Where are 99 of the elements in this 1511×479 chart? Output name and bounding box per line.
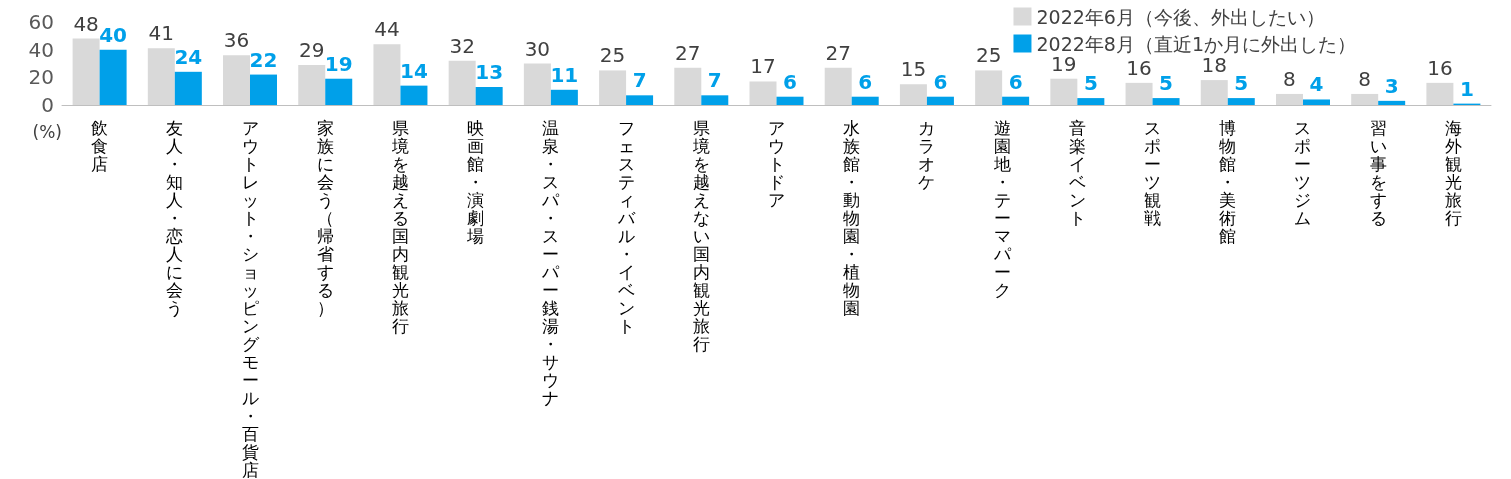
x-tick-label: 習い事をする [1369, 118, 1387, 228]
x-tick-label: 飲食店 [91, 118, 109, 174]
data-label: 1 [1459, 76, 1474, 101]
bar [674, 67, 702, 105]
data-label: 16 [1126, 55, 1152, 80]
bar [975, 70, 1003, 105]
data-label: 7 [707, 68, 722, 93]
data-label: 18 [1201, 53, 1227, 78]
data-label: 40 [99, 22, 128, 47]
data-label: 6 [1008, 69, 1023, 94]
bar [99, 49, 127, 105]
data-label: 3 [1384, 73, 1399, 98]
bar [373, 44, 401, 105]
category-label: 遊園地・テーマパーク [993, 118, 1011, 300]
bar [1200, 80, 1228, 105]
data-label: 6 [858, 69, 873, 94]
bar [298, 64, 326, 105]
x-tick-label: 映画館・演劇場 [466, 118, 485, 246]
data-label: 5 [1234, 71, 1249, 96]
y-tick-label: 40 [28, 37, 54, 62]
bar [626, 95, 654, 105]
category-label: 県境を越える国内観光旅行 [391, 118, 409, 336]
bar [1002, 96, 1030, 105]
data-label: 8 [1283, 66, 1296, 91]
bar [599, 70, 627, 105]
bar [72, 38, 100, 105]
legend-label: 2022年6月（今後、外出したい） [1036, 5, 1325, 28]
data-label: 25 [599, 43, 626, 68]
data-label: 25 [975, 43, 1002, 68]
x-tick-label: アウトドア [768, 118, 785, 210]
bar [1152, 98, 1180, 105]
data-label: 16 [1427, 55, 1453, 80]
data-label: 5 [1159, 71, 1174, 96]
data-label: 17 [750, 54, 776, 79]
y-tick-label: 0 [41, 93, 54, 117]
x-tick-label: 音楽イベント [1068, 118, 1086, 228]
bar [448, 60, 476, 105]
bar [1378, 100, 1406, 105]
data-label: 6 [933, 69, 948, 94]
data-label: 36 [223, 28, 250, 53]
bar [1351, 93, 1379, 105]
bar [400, 85, 428, 105]
data-label: 24 [174, 44, 203, 69]
data-label: 7 [632, 68, 647, 93]
bar [1077, 98, 1105, 105]
x-tick-label: 博物館・美術館 [1219, 118, 1237, 246]
x-tick-label: 海外観光旅行 [1444, 118, 1462, 228]
data-label: 15 [900, 57, 927, 82]
category-label: 家族に会う（帰省する） [316, 118, 334, 318]
bar [749, 81, 777, 105]
data-label: 11 [550, 62, 579, 87]
x-tick-label: カラオケ [918, 118, 936, 192]
x-tick-label: スポーツ観戦 [1144, 118, 1162, 228]
data-label: 27 [675, 40, 701, 65]
data-label: 22 [249, 47, 278, 72]
bar [223, 55, 251, 105]
bar [701, 95, 729, 105]
category-label: フェスティバル・イベント [617, 118, 635, 336]
data-label: 6 [783, 69, 797, 94]
x-tick-label: スポーツジム [1294, 118, 1312, 228]
bar [1275, 93, 1303, 105]
category-label: 水族館・動物園・植物園 [843, 118, 861, 318]
bar [1426, 82, 1454, 105]
bar [1050, 78, 1078, 105]
category-label: 県境を越えない国内観光旅行 [692, 118, 710, 354]
bar [1302, 99, 1330, 105]
data-label: 19 [324, 51, 353, 76]
bar [325, 78, 353, 105]
data-label: 48 [73, 11, 99, 36]
data-label: 13 [475, 60, 504, 85]
bar [550, 89, 578, 105]
bar [926, 96, 954, 105]
bar [824, 67, 852, 105]
data-label: 8 [1358, 66, 1372, 91]
bar [475, 87, 503, 105]
bar [1125, 82, 1153, 105]
data-label: 5 [1083, 71, 1098, 96]
bar [250, 74, 278, 105]
y-tick-label: 60 [28, 10, 54, 34]
data-label: 32 [449, 33, 475, 58]
category-label: アウトレット・ショッピングモール・百貨店 [241, 118, 259, 479]
data-label: 44 [374, 17, 400, 42]
y-tick-label: 20 [28, 65, 54, 90]
bar [147, 48, 175, 105]
bar [1227, 98, 1255, 105]
bar [174, 71, 202, 105]
data-label: 41 [148, 21, 175, 46]
bar [899, 84, 927, 105]
data-label: 27 [825, 40, 851, 65]
category-label: 友人・知人・恋人に会う [166, 118, 184, 318]
bar [851, 96, 879, 105]
data-label: 4 [1309, 72, 1324, 97]
category-label: 温泉・スパ・スーパー銭湯・サウナ [542, 118, 560, 408]
data-label: 14 [400, 58, 428, 83]
data-label: 30 [524, 36, 551, 61]
bar [523, 63, 551, 105]
data-label: 29 [299, 37, 325, 62]
y-axis-title: (%) [32, 121, 62, 142]
bar [776, 96, 804, 105]
